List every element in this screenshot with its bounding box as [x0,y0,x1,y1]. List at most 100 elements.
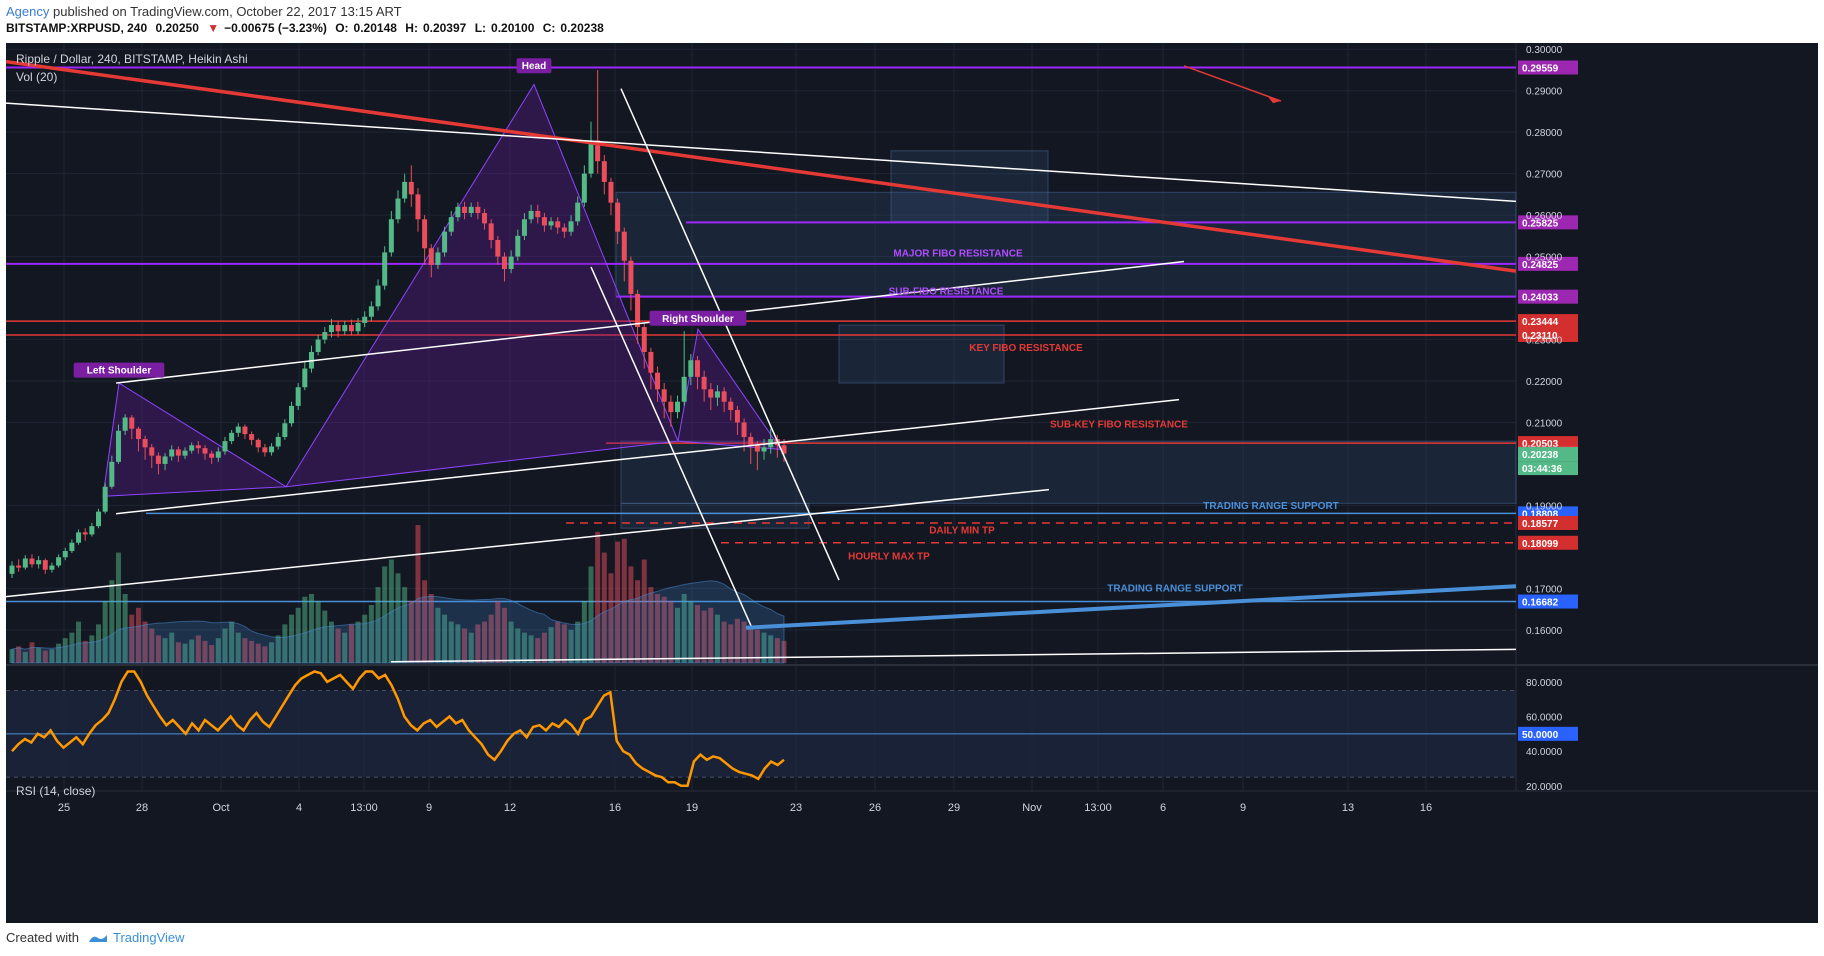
price-badge [1518,215,1578,230]
head-label: Head [522,61,546,72]
volume-bar [96,624,102,663]
volume-bar [169,632,175,663]
candle-body [362,316,368,323]
rsi-current-label: 50.0000 [1522,730,1559,741]
volume-bar [728,624,734,663]
candle-body [222,441,228,452]
price-badge-label: 0.24033 [1522,293,1559,304]
volume-bar [202,640,208,663]
volume-bar [488,614,494,663]
volume-bar [721,621,727,663]
left-shoulder-label: Left Shoulder [87,366,152,377]
y-tick-label: 0.16000 [1526,626,1563,637]
bottom-white-line [390,648,1517,663]
current-price-badge [1518,447,1578,462]
volume-bar [348,624,354,663]
price-badge-label: 0.18808 [1522,509,1559,520]
candle-body [761,447,767,452]
candle-body [781,445,787,454]
volume-bar [328,621,334,663]
volume-bar [495,600,501,663]
candle-body [748,436,754,446]
price-chart[interactable]: Head Left Shoulder Right Shoulder MAJOR FIB… [6,43,1818,923]
publish-info: Agency published on TradingView.com, Oct… [6,4,402,19]
sub-key-fibo-zone [620,440,1517,504]
major-fibo-label: MAJOR FIBO RESISTANCE [893,249,1023,260]
volume-bar [462,628,468,663]
volume-bar [741,621,747,663]
volume-bar [768,635,774,663]
candle-body [89,526,95,535]
head-shoulders-pattern [102,83,783,497]
rsi-tick-label: 20.0000 [1526,782,1563,793]
candle-body [615,202,621,232]
candles [9,69,787,578]
published-text: published on TradingView.com, October 22… [53,4,402,19]
close-value: 0.20238 [560,21,604,35]
y-tick-label: 0.29000 [1526,87,1563,98]
candle-body [375,285,381,307]
x-tick-label: 4 [296,802,302,814]
candle-body [275,436,281,447]
candle-body [162,456,168,464]
candle-body [475,206,481,214]
candle-body [508,256,514,270]
volume-bar [308,594,314,663]
candle-body [195,445,201,449]
x-tick-label: Oct [212,802,229,814]
candle-body [289,405,295,424]
price-badge [1518,314,1578,329]
volume-bar [508,621,514,663]
candle-body [255,439,261,448]
candle-body [628,260,634,294]
y-tick-label: 0.25000 [1526,253,1563,264]
candle-body [302,368,308,388]
price-badge [1518,515,1578,530]
author-link[interactable]: Agency [6,4,50,19]
volume-bar [641,559,647,663]
volume-bar [468,632,474,663]
candle-body [115,430,121,462]
candle-body [561,227,567,232]
open-value: 0.20148 [353,21,397,35]
steep-down-line-1 [620,88,840,581]
x-tick-label: 23 [790,802,802,814]
volume-bar [235,632,241,663]
volume-bar [555,621,561,663]
volume-bar [129,614,135,663]
candle-body [328,325,334,333]
candle-body [548,221,554,226]
price-badge-label: 0.16682 [1522,598,1559,609]
x-tick-label: 12 [504,802,516,814]
volume-bars [9,525,787,664]
candle-body [269,446,275,453]
y-tick-label: 0.22000 [1526,377,1563,388]
candle-body [428,248,434,265]
volume-bar [89,635,95,663]
volume-bar [774,638,780,663]
candle-body [402,181,408,199]
volume-bar [382,566,388,663]
volume-bar [56,643,62,663]
x-tick-label: 26 [869,802,881,814]
candle-body [49,565,55,570]
volume-bar [249,640,255,663]
time-axis: 25 28 Oct 4 13:00 9 12 16 19 23 26 29 Nov 13:00 6 9 13 16 [58,802,1432,814]
candle-body [368,306,374,317]
volume-bar [402,587,408,663]
volume-bar [82,640,88,663]
x-tick-label: 16 [1420,802,1432,814]
current-price-label: 03:44:36 [1522,464,1562,475]
rsi-tick-label: 40.0000 [1526,747,1563,758]
left-shoulder-label-badge [73,362,165,378]
volume-bar [375,587,381,663]
candle-body [262,447,268,453]
y-tick-label: 0.17000 [1526,584,1563,595]
volume-bar [195,635,201,663]
tradingview-logo-icon [88,934,107,942]
candle-body [229,432,235,442]
tradingview-link[interactable]: TradingView [87,930,185,945]
price-badge [1518,60,1578,75]
price-badge [1518,289,1578,304]
right-shoulder-label-badge [649,310,747,326]
